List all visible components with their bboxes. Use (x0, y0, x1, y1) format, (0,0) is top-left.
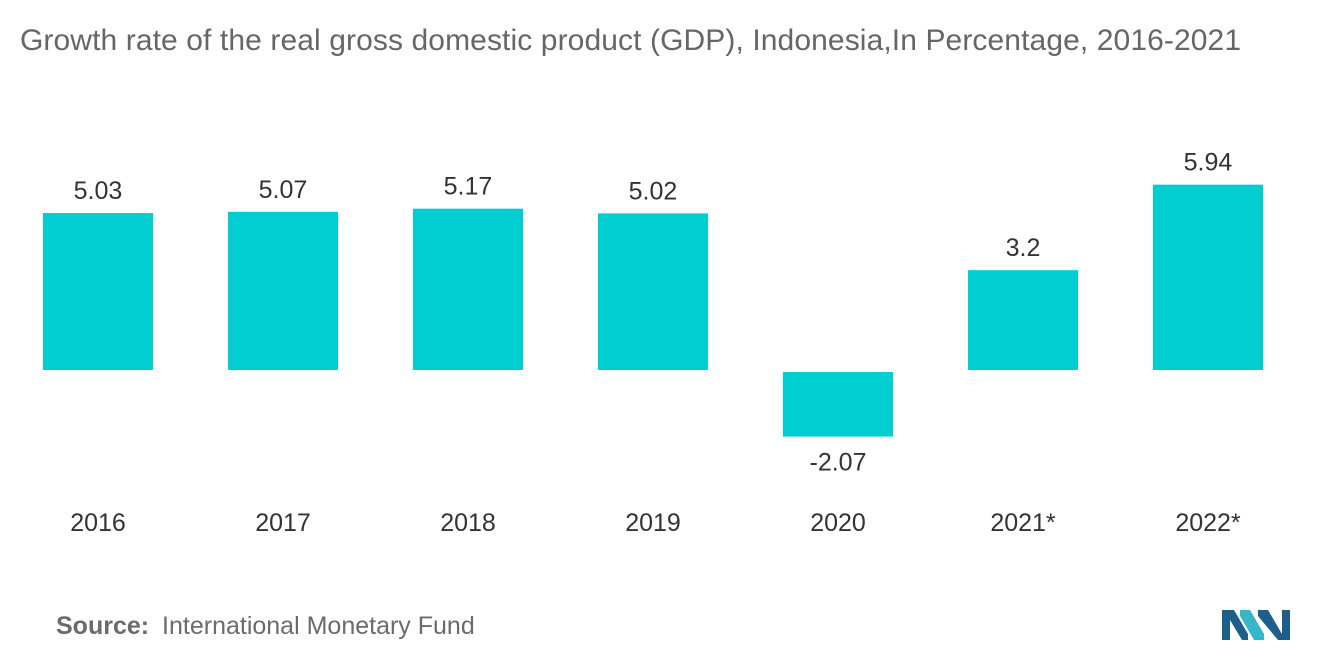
bar-2021-est (968, 270, 1078, 370)
category-label: 2022* (1175, 509, 1241, 537)
bar-chart: 5.03 2016 5.07 2017 5.17 2018 5.02 2019 -2.07 202… (43, 149, 1263, 537)
bar-2016 (43, 213, 153, 370)
category-label: 2021* (990, 509, 1056, 537)
category-label: 2017 (255, 509, 311, 537)
source-label: Source: (56, 612, 150, 640)
source-text: International Monetary Fund (162, 612, 475, 640)
value-label: 5.03 (74, 177, 123, 205)
bar-2019 (598, 213, 708, 370)
category-label: 2020 (810, 509, 866, 537)
value-label: 5.94 (1184, 149, 1233, 177)
value-label: 5.07 (259, 176, 308, 204)
category-label: 2018 (440, 509, 496, 537)
value-label: 5.17 (444, 173, 493, 201)
chart-title: Growth rate of the real gross domestic p… (20, 24, 1242, 57)
company-logo-icon (1222, 610, 1290, 640)
value-label: 5.02 (629, 177, 678, 205)
bar-2020 (783, 372, 893, 437)
category-label: 2019 (625, 509, 681, 537)
source-line: Source: International Monetary Fund (56, 612, 475, 641)
value-label: -2.07 (810, 449, 867, 477)
bar-2017 (228, 211, 338, 370)
value-label: 3.2 (1006, 234, 1041, 262)
category-label: 2016 (70, 509, 126, 537)
bar-2022-est (1153, 184, 1263, 370)
bar-2018 (413, 208, 523, 370)
